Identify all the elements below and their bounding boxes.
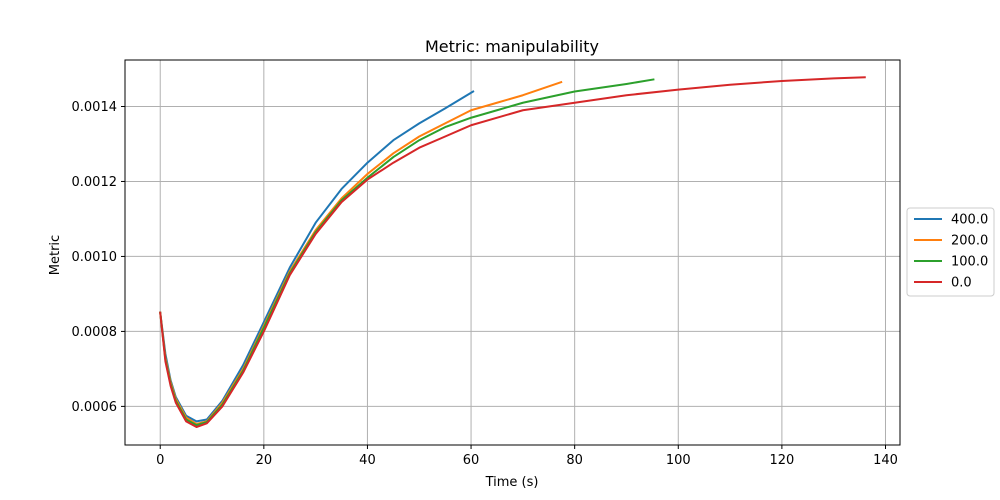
- legend: 400.0 200.0 100.0 0.0: [906, 207, 995, 297]
- legend-label-2: 100.0: [951, 255, 988, 270]
- y-tick-label: 0.0012: [72, 175, 118, 190]
- y-tick-label: 0.0008: [72, 325, 118, 340]
- y-axis-label: Metric: [48, 235, 63, 275]
- y-tick-label: 0.0014: [72, 100, 118, 115]
- y-tick-label: 0.0006: [72, 400, 118, 415]
- x-axis-label: Time (s): [485, 475, 539, 490]
- x-tick-label: 20: [256, 453, 273, 468]
- series-lines: [159, 76, 866, 429]
- legend-label-1: 200.0: [951, 234, 988, 249]
- x-tick-label: 120: [769, 453, 794, 468]
- x-axis-ticks: 0 20 40 60 80 100 120 140: [156, 445, 898, 468]
- y-tick-label: 0.0010: [72, 250, 118, 265]
- x-tick-label: 100: [666, 453, 691, 468]
- x-tick-label: 60: [463, 453, 480, 468]
- x-tick-label: 0: [156, 453, 164, 468]
- x-tick-label: 40: [359, 453, 376, 468]
- chart-title: Metric: manipulability: [425, 37, 599, 56]
- series-line-3: [159, 76, 866, 429]
- x-tick-label: 140: [873, 453, 898, 468]
- legend-label-0: 400.0: [951, 213, 988, 228]
- x-tick-label: 80: [566, 453, 583, 468]
- y-axis-ticks: 0.0006 0.0008 0.0010 0.0012 0.0014: [72, 100, 125, 415]
- plot-frame: [124, 59, 901, 446]
- legend-label-3: 0.0: [951, 276, 972, 291]
- legend-box: [906, 207, 995, 297]
